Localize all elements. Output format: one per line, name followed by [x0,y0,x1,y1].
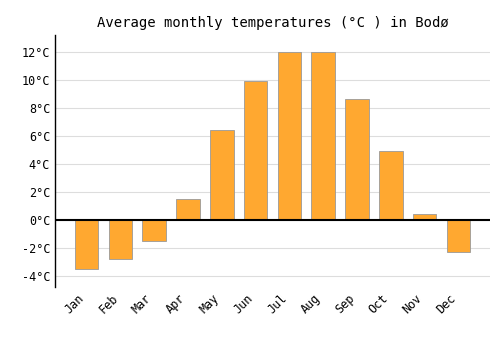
Bar [413,214,436,220]
Bar [446,220,470,252]
Bar [278,52,301,220]
Title: Average monthly temperatures (°C ) in Bodø: Average monthly temperatures (°C ) in Bo… [96,16,448,30]
Bar [379,151,402,220]
Bar [345,99,369,220]
Bar [142,220,166,241]
Bar [108,220,132,259]
Bar [176,199,200,220]
Bar [210,130,234,220]
Bar [244,81,268,220]
Bar [312,52,335,220]
Bar [75,220,98,269]
